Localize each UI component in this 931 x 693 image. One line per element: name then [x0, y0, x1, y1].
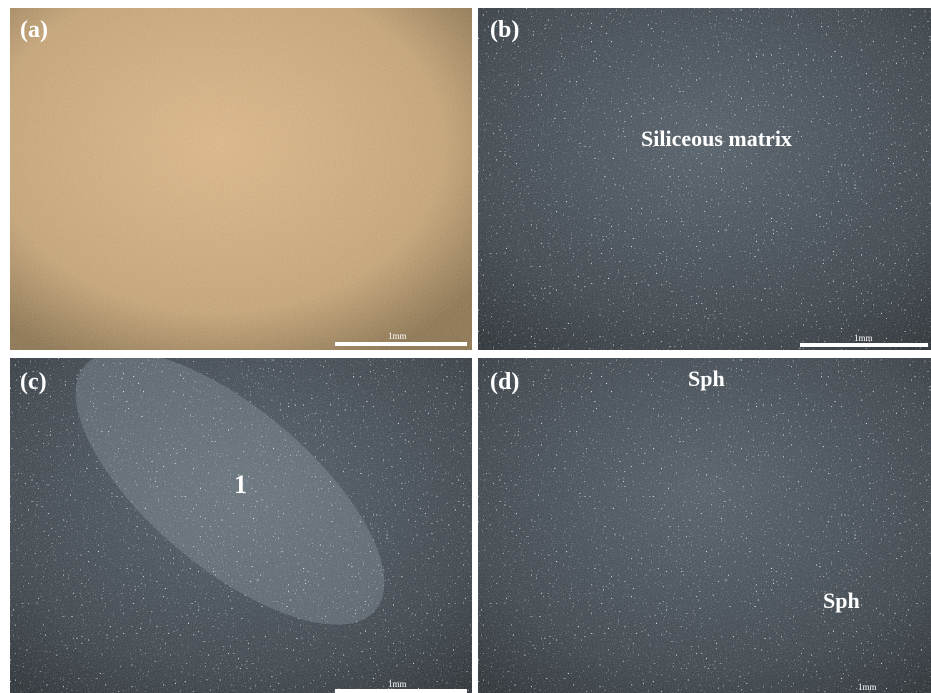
annotation: 1: [234, 472, 247, 498]
panel-label: (a): [20, 18, 48, 42]
scale-bar: [800, 343, 928, 347]
scale-bar-label: 1mm: [854, 334, 873, 343]
panel-label: (c): [20, 370, 47, 394]
scale-bar-label: 1mm: [858, 683, 877, 692]
panel-d: (d) Sph Sph 1mm: [478, 358, 931, 693]
micrograph: [478, 358, 931, 693]
scale-bar: [335, 689, 467, 693]
panel-a: (a) 1mm: [10, 8, 472, 350]
panel-c: (c) 1 1mm: [10, 358, 472, 693]
annotation: Sph: [823, 590, 860, 612]
panel-label: (d): [490, 370, 519, 394]
annotation: Sph: [688, 368, 725, 390]
panel-b: (b) Siliceous matrix 1mm: [478, 8, 931, 350]
scale-bar: [335, 342, 467, 346]
micrograph: [10, 358, 472, 693]
scale-bar-label: 1mm: [388, 680, 407, 689]
micrograph: [478, 8, 931, 350]
panel-label: (b): [490, 18, 519, 42]
figure: (a) 1mm (b) Siliceous matrix 1mm (c) 1 1…: [0, 0, 931, 693]
scale-bar-label: 1mm: [388, 332, 407, 341]
annotation: Siliceous matrix: [641, 128, 792, 150]
micrograph: [10, 8, 472, 350]
